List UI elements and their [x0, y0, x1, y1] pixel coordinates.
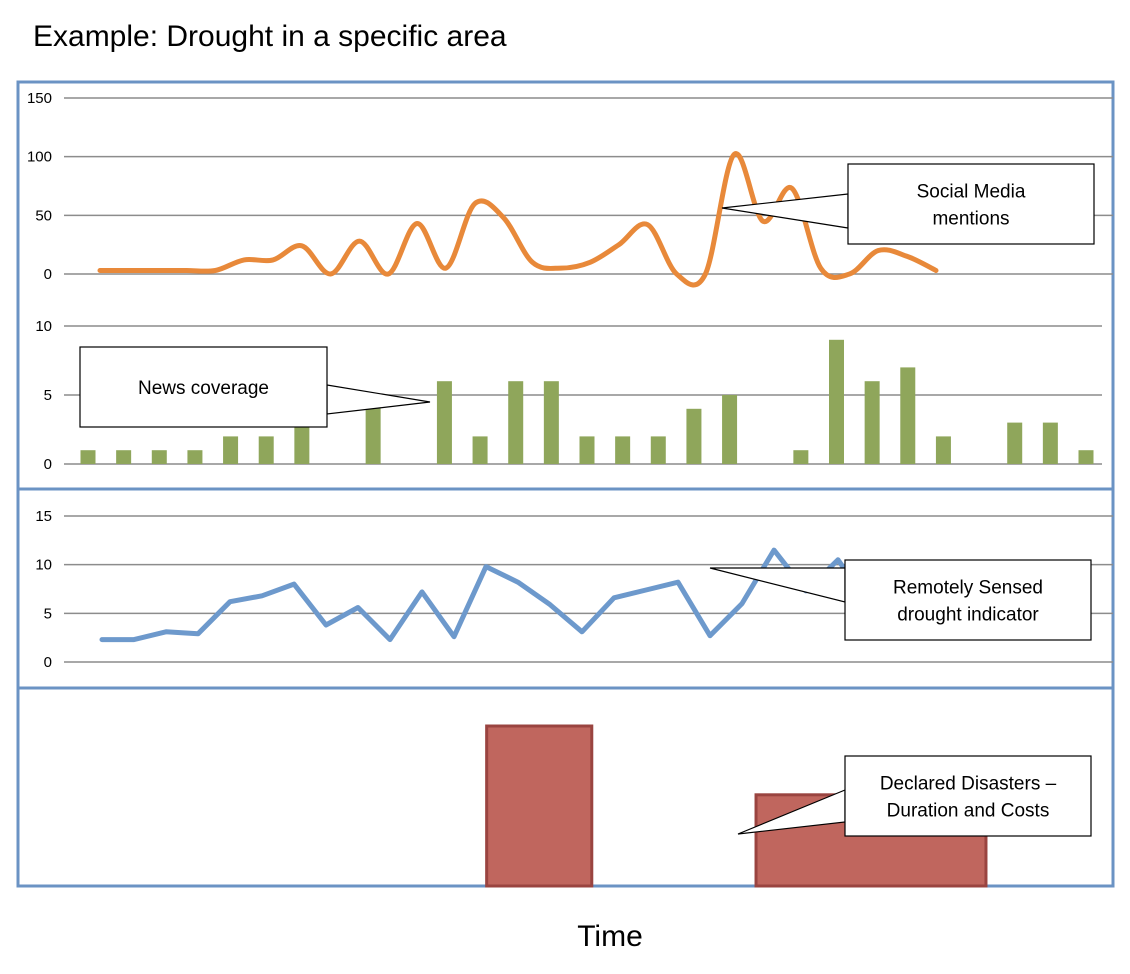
social-media-callout-label: mentions	[932, 209, 1009, 230]
news-coverage-bar	[864, 381, 880, 464]
news-coverage-bar	[579, 436, 595, 464]
sensed-tick-label: 15	[35, 508, 52, 525]
declared-disasters-callout-label: Declared Disasters –	[880, 774, 1057, 795]
news-coverage-bar	[365, 395, 381, 464]
x-axis-label: Time	[577, 920, 643, 953]
news-coverage-bar	[187, 450, 203, 464]
news-coverage-bar	[1007, 422, 1023, 464]
news-coverage-bar	[900, 367, 916, 464]
sensed-tick-label: 5	[44, 605, 52, 622]
news-tick-label: 5	[44, 387, 52, 404]
remotely-sensed-callout-label: Remotely Sensed	[893, 578, 1043, 599]
sensed-tick-label: 0	[44, 654, 52, 671]
news-coverage-bar	[223, 436, 239, 464]
declared-disasters-callout-label: Duration and Costs	[887, 801, 1050, 822]
remotely-sensed-callout-label: drought indicator	[897, 605, 1039, 626]
news-coverage-bar	[258, 436, 274, 464]
news-coverage-bar	[472, 436, 488, 464]
news-coverage-bar	[1078, 450, 1094, 464]
top-frame	[16, 80, 1115, 491]
news-coverage-callout-label: News coverage	[138, 378, 269, 399]
figure-title: Example: Drought in a specific area	[33, 20, 507, 53]
social-media-callout-box	[847, 163, 1095, 245]
social-tick-label: 100	[27, 149, 52, 166]
social-media-callout-label: Social Media	[917, 182, 1026, 203]
declared-disaster-bar	[485, 724, 594, 888]
news-coverage-bar	[829, 339, 844, 464]
social-tick-label: 50	[35, 207, 52, 224]
social-media-callout-pointer	[721, 193, 849, 229]
remotely-sensed-callout-pointer	[709, 567, 846, 603]
news-coverage-bar	[508, 381, 524, 464]
news-coverage-bar	[935, 436, 951, 464]
news-coverage-callout-box	[79, 346, 328, 428]
news-tick-label: 10	[35, 318, 52, 335]
news-coverage-bar	[116, 450, 132, 464]
remotely-sensed-series-line	[99, 547, 873, 643]
news-coverage-bar	[80, 450, 96, 464]
news-coverage-bar	[294, 422, 310, 464]
news-coverage-bar	[151, 450, 167, 464]
social-media-series-line	[97, 151, 939, 288]
remotely-sensed-callout-box	[844, 559, 1092, 641]
sensed-tick-label: 10	[35, 557, 52, 574]
social-tick-label: 0	[44, 266, 52, 283]
news-tick-label: 0	[44, 456, 52, 473]
declared-disasters-callout-box	[844, 755, 1092, 837]
news-coverage-bar	[793, 450, 809, 464]
news-coverage-bar	[722, 395, 738, 464]
news-coverage-bar	[686, 408, 702, 464]
news-coverage-bar	[543, 381, 559, 464]
social-tick-label: 150	[27, 90, 52, 107]
news-coverage-bar	[615, 436, 631, 464]
news-coverage-bar	[650, 436, 666, 464]
news-coverage-bar	[1042, 422, 1058, 464]
news-coverage-bar	[436, 381, 452, 464]
